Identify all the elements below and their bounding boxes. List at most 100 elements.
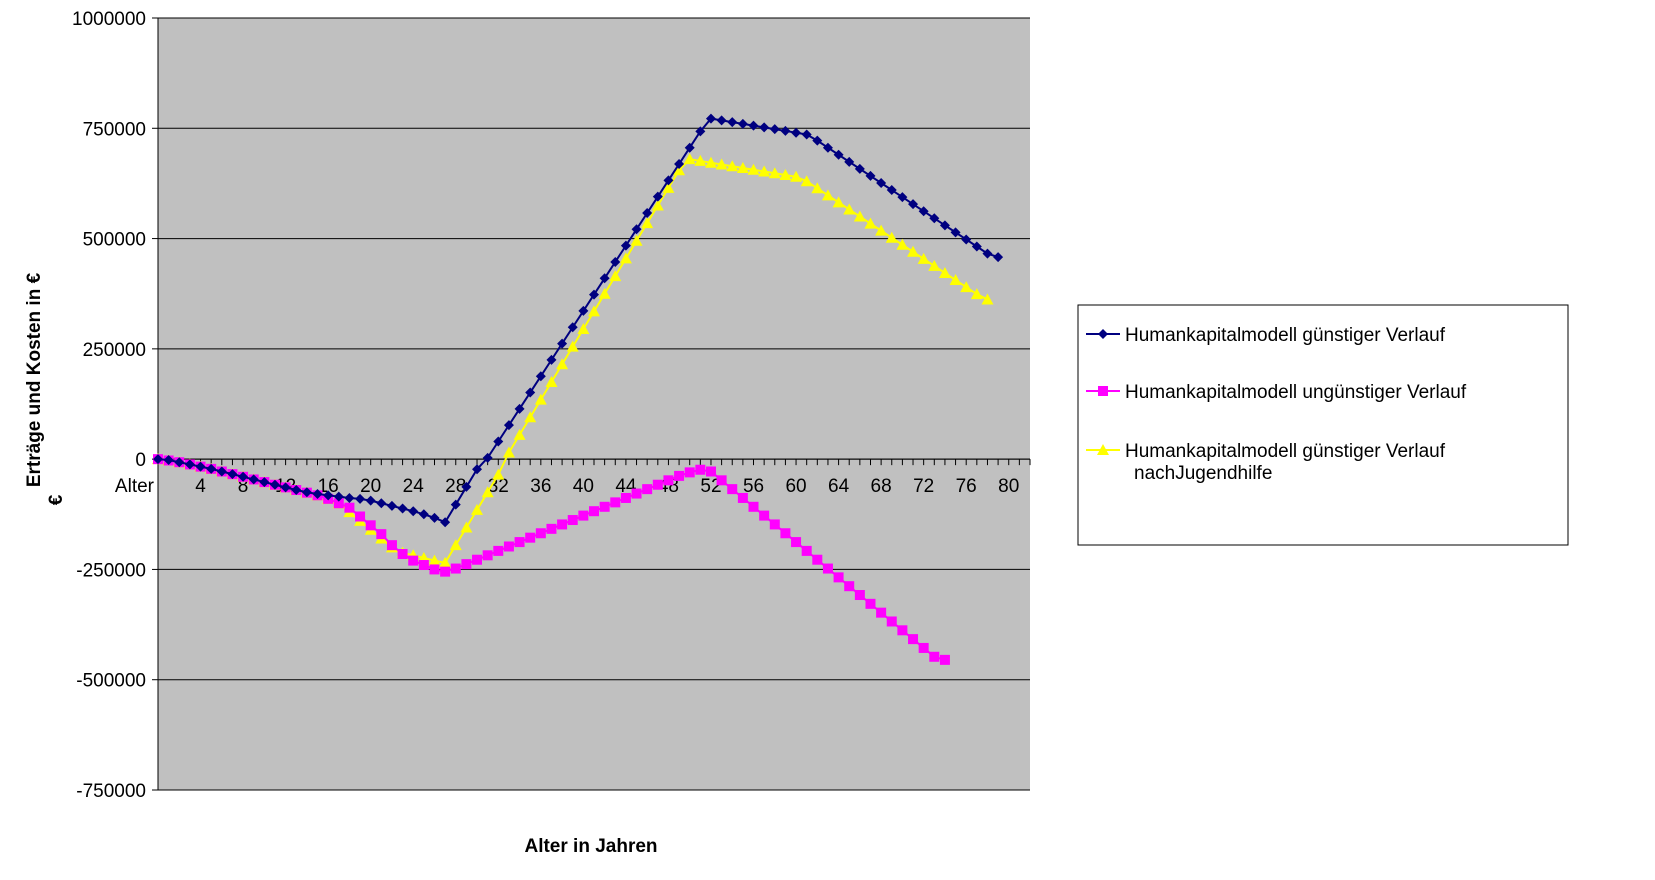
x-tick-label: Alter [115, 476, 155, 497]
data-point [663, 475, 674, 486]
data-point [589, 289, 599, 300]
data-point [460, 521, 473, 533]
data-point [642, 484, 653, 495]
data-point [886, 185, 897, 196]
data-point [461, 481, 472, 492]
x-tick-label: 52 [700, 476, 721, 497]
data-point [440, 566, 451, 577]
data-point [812, 554, 823, 565]
data-point [982, 248, 993, 259]
data-point [950, 227, 961, 238]
data-point [769, 519, 780, 530]
data-point [917, 252, 930, 264]
data-point [822, 142, 833, 153]
x-tick-label: 68 [871, 476, 892, 497]
data-point [471, 503, 484, 515]
data-point [376, 498, 387, 509]
data-point [949, 274, 962, 286]
series-1 [153, 113, 1004, 528]
data-point [513, 428, 526, 440]
data-point [535, 528, 546, 539]
data-point [610, 497, 621, 508]
y-tick-label: -750000 [76, 781, 146, 802]
legend-item: Humankapitalmodell günstiger Verlauf [1086, 325, 1446, 346]
data-point [216, 466, 227, 477]
data-point [939, 654, 950, 665]
data-point [918, 206, 929, 217]
data-point [727, 484, 738, 495]
y-axis [152, 17, 159, 791]
data-point [864, 217, 877, 229]
data-point [472, 464, 483, 475]
data-point [630, 234, 643, 246]
data-point [546, 354, 557, 365]
data-point [929, 213, 940, 224]
data-point [737, 118, 748, 129]
data-point [1098, 386, 1108, 396]
y-tick-label: 0 [135, 450, 146, 471]
data-point [535, 371, 546, 382]
data-point [801, 545, 812, 556]
data-point [662, 181, 675, 193]
data-point [747, 163, 760, 175]
data-point [801, 129, 812, 140]
data-point [545, 375, 558, 387]
data-point [589, 506, 599, 517]
x-tick-labels: Alter48121620242832364044485256606468727… [115, 476, 1019, 497]
data-point [195, 461, 206, 472]
legend-item: Humankapitalmodell ungünstiger Verlauf [1086, 382, 1467, 403]
x-tick-label: 80 [998, 476, 1019, 497]
y-tick-label: 500000 [83, 230, 146, 251]
data-point [715, 158, 728, 170]
data-point [821, 189, 834, 201]
data-point [1097, 444, 1109, 455]
x-tick-label: 72 [913, 476, 934, 497]
data-point [981, 293, 994, 305]
x-tick-label: 56 [743, 476, 764, 497]
data-point [791, 537, 802, 548]
data-point [641, 217, 654, 229]
data-point [418, 560, 429, 571]
x-tick-label: 8 [238, 476, 249, 497]
data-point [619, 252, 632, 264]
data-point [408, 506, 419, 517]
data-point [780, 125, 791, 136]
data-point [833, 149, 844, 160]
data-point [153, 454, 163, 465]
data-point [876, 177, 887, 188]
data-point [493, 436, 504, 447]
x-tick-label: 24 [403, 476, 425, 497]
data-point [323, 490, 334, 501]
data-point [897, 192, 908, 203]
data-point [492, 468, 505, 480]
data-point [886, 616, 897, 627]
data-point [928, 259, 941, 271]
data-point [684, 467, 695, 478]
y-tick-label: 250000 [83, 340, 146, 361]
data-point [769, 124, 780, 135]
x-tick-label: 16 [318, 476, 339, 497]
data-point [344, 502, 355, 513]
data-point [259, 477, 270, 488]
data-point [780, 528, 791, 539]
data-point [206, 463, 217, 474]
data-point [482, 550, 493, 561]
legend-label: Humankapitalmodell günstiger Verlauf nach… [1125, 441, 1446, 484]
data-point [248, 474, 259, 485]
data-point [811, 182, 824, 194]
data-point [694, 154, 707, 166]
data-point [493, 545, 504, 556]
data-point [704, 156, 717, 168]
data-point [450, 563, 461, 574]
data-point [971, 241, 982, 252]
data-point [960, 281, 973, 293]
x-tick-label: 44 [615, 476, 637, 497]
data-point [599, 501, 610, 512]
data-point [418, 509, 429, 520]
data-point [812, 135, 823, 146]
data-point [736, 161, 749, 173]
data-point [578, 305, 589, 316]
data-point [355, 511, 366, 522]
x-tick-label: 48 [658, 476, 679, 497]
